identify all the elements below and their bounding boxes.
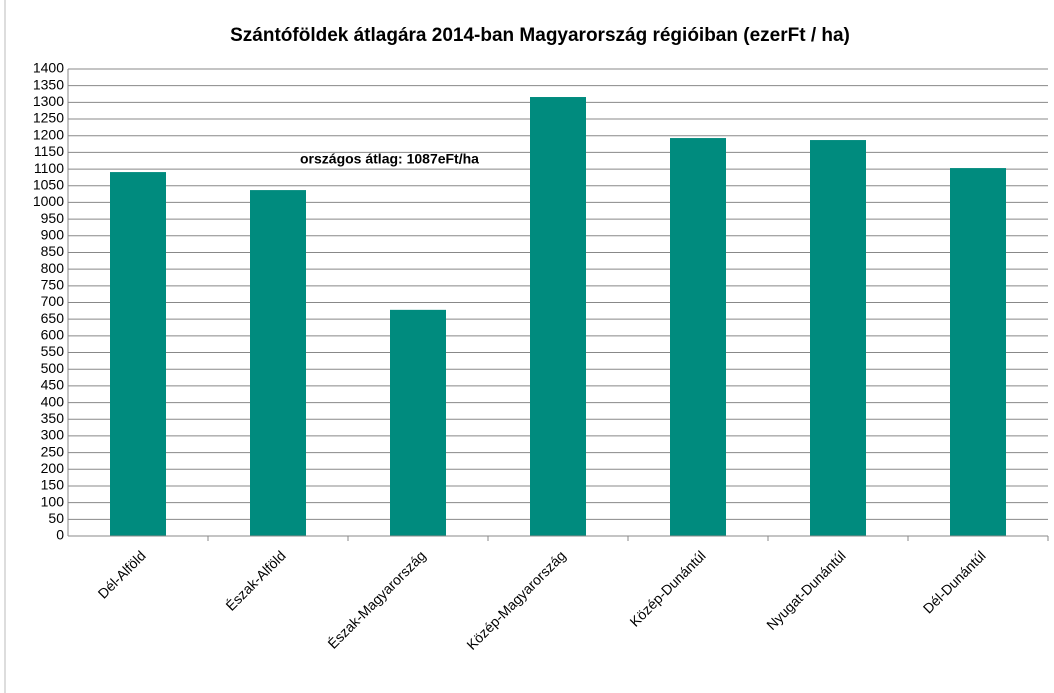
y-tick-label: 100 xyxy=(41,493,65,509)
x-tick-label: Dél-Dunántúl xyxy=(920,547,989,616)
y-tick-label: 50 xyxy=(48,510,64,526)
bar xyxy=(250,190,306,536)
y-tick-label: 1350 xyxy=(33,76,64,92)
bar xyxy=(950,168,1006,536)
y-tick-label: 200 xyxy=(41,460,65,476)
y-tick-label: 600 xyxy=(41,327,65,343)
y-tick-label: 1050 xyxy=(33,176,64,192)
y-tick-label: 1150 xyxy=(34,143,64,159)
x-tick-label: Észak-Magyarország xyxy=(324,547,428,651)
y-tick-label: 300 xyxy=(41,427,65,443)
y-tick-label: 1200 xyxy=(33,126,64,142)
y-tick-label: 350 xyxy=(41,410,65,426)
annotation: országos átlag: 1087eFt/ha xyxy=(300,151,479,167)
y-tick-label: 1250 xyxy=(33,110,64,126)
y-tick-label: 400 xyxy=(41,393,65,409)
bar xyxy=(530,97,586,537)
y-tick-label: 700 xyxy=(41,293,65,309)
y-tick-label: 150 xyxy=(41,477,65,493)
x-tick-label: Közép-Dunántúl xyxy=(626,547,708,629)
y-tick-label: 900 xyxy=(41,226,65,242)
y-tick-label: 1100 xyxy=(34,160,64,176)
bar xyxy=(390,309,446,536)
bar xyxy=(110,172,166,536)
y-tick-label: 250 xyxy=(41,443,65,459)
y-tick-label: 800 xyxy=(41,260,65,276)
bar xyxy=(810,140,866,536)
x-tick-label: Észak-Alföld xyxy=(222,547,288,613)
bar xyxy=(670,138,726,536)
y-tick-label: 650 xyxy=(41,310,65,326)
y-tick-label: 850 xyxy=(41,243,65,259)
x-tick-label: Közép-Magyarország xyxy=(463,547,568,652)
y-tick-label: 450 xyxy=(41,377,65,393)
y-tick-label: 1000 xyxy=(33,193,64,209)
y-tick-label: 0 xyxy=(56,527,64,543)
chart-title: Szántóföldek átlagára 2014-ban Magyarors… xyxy=(230,25,850,46)
y-tick-label: 950 xyxy=(41,210,65,226)
y-tick-label: 1400 xyxy=(33,60,64,76)
y-tick-label: 1300 xyxy=(33,93,64,109)
x-tick-label: Dél-Alföld xyxy=(95,547,149,601)
y-tick-label: 750 xyxy=(41,277,65,293)
y-tick-label: 500 xyxy=(41,360,65,376)
x-tick-label: Nyugat-Dunántúl xyxy=(763,547,849,633)
y-tick-label: 550 xyxy=(41,343,65,359)
